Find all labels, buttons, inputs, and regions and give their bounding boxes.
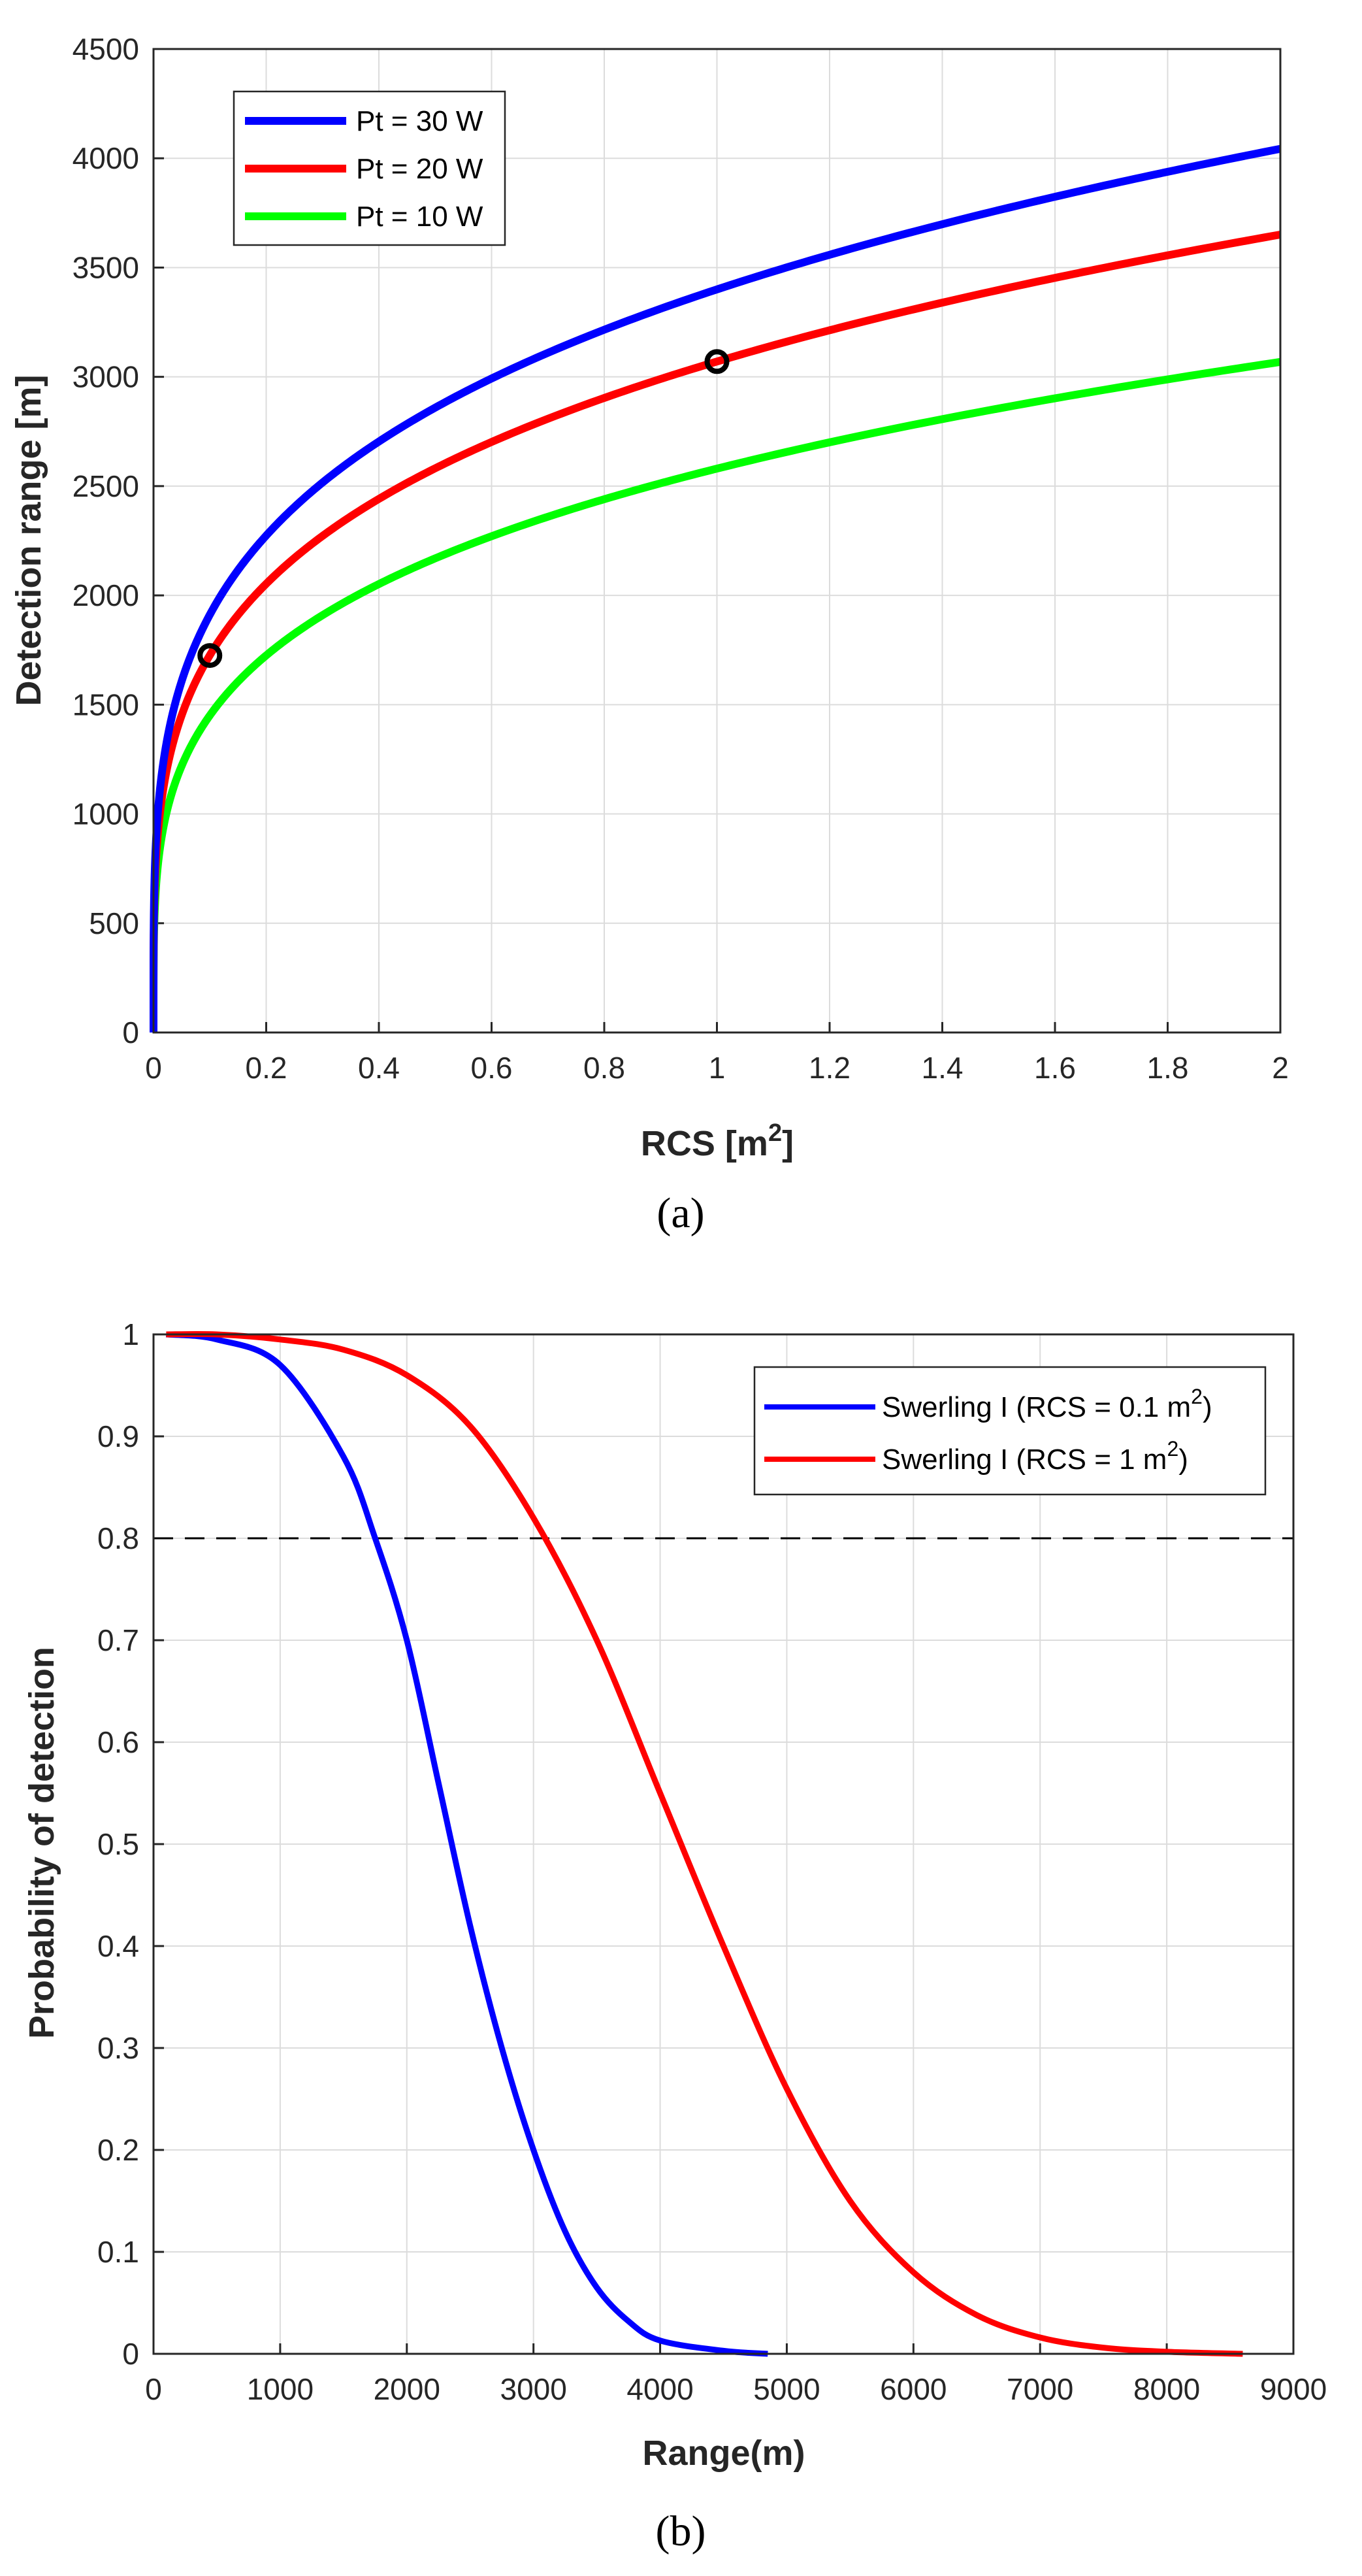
chart-a-x-tick-label: 1 [709,1051,726,1085]
chart-b-y-tick-label: 0.7 [97,1623,139,1657]
panel-a-label: (a) [657,1189,704,1237]
chart-a-y-axis-label: Detection range [m] [9,374,48,706]
chart-b-y-tick-label: 0.3 [97,2031,139,2065]
chart-b-x-axis-label: Range(m) [642,2434,805,2473]
chart-b-y-tick-label: 1 [122,1317,139,1351]
chart-a: 0 0.2 0.4 0.6 0.8 1 1.2 1.4 1.6 1.8 2 0 500 1000 1500… [9,32,1289,1237]
chart-b-x-tick-label: 3000 [500,2372,566,2406]
chart-b-x-tick-label: 4000 [626,2372,693,2406]
chart-a-x-tick-label: 0 [145,1051,162,1085]
chart-a-y-tick-label: 2500 [73,469,139,503]
chart-a-x-tick-label: 1.2 [809,1051,851,1085]
chart-a-series [150,144,1282,1032]
chart-a-x-tick-label: 1.6 [1034,1051,1076,1085]
chart-b-y-tick-label: 0.8 [97,1521,139,1555]
chart-b-x-tick-label: 2000 [374,2372,440,2406]
chart-b-legend-box [753,1366,1267,1496]
chart-b-y-axis-label: Probability of detection [22,1647,61,2039]
chart-a-marker-1 [704,349,730,374]
chart-b: 0 1000 2000 3000 4000 5000 6000 7000 8000 9000 00… [22,1317,1327,2555]
chart-b-x-tick-label: 1000 [247,2372,314,2406]
chart-a-x-tick-label: 0.4 [358,1051,400,1085]
chart-b-y-tick-label: 0.1 [97,2235,139,2269]
chart-a-y-tick-label: 3500 [73,250,139,284]
chart-b-x-tick-label: 6000 [880,2372,947,2406]
chart-a-x-tick-label: 0.2 [246,1051,287,1085]
chart-a-y-tick-label: 1500 [73,687,139,721]
chart-a-y-tick-label: 4000 [73,141,139,175]
chart-b-x-tick-label: 9000 [1260,2372,1327,2406]
chart-b-series [165,1330,1243,2357]
panel-b-label: (b) [656,2507,706,2555]
chart-b-legend: Swerling I (RCS = 0.1 m2) Swerling I (RC… [753,1366,1267,1496]
chart-b-x-tick-label: 0 [145,2372,162,2406]
chart-a-y-tick-labels: 0 500 1000 1500 2000 2500 3000 3500 4000 4500 [73,32,139,1049]
legend-label-pt20: Pt = 20 W [356,153,483,185]
chart-b-series-line-0 [165,1331,768,2357]
chart-a-y-tick-label: 0 [122,1016,139,1049]
chart-b-x-tick-label: 5000 [753,2372,820,2406]
chart-a-y-tick-label: 1000 [73,797,139,831]
chart-a-series-line-0 [150,144,1282,1032]
chart-b-y-tick-label: 0 [122,2337,139,2371]
chart-a-x-tick-label: 0.6 [471,1051,513,1085]
legend-label-rcs-1: Swerling I (RCS = 1 m2) [882,1437,1188,1476]
chart-b-x-tick-label: 7000 [1007,2372,1073,2406]
legend-label-pt10: Pt = 10 W [356,201,483,233]
chart-a-x-tick-label: 0.8 [583,1051,625,1085]
chart-a-markers [197,349,730,669]
chart-b-y-tick-label: 0.6 [97,1725,139,1759]
chart-a-marker-0 [197,643,223,669]
chart-a-x-tick-label: 1.8 [1147,1051,1189,1085]
chart-b-y-tick-label: 0.5 [97,1827,139,1861]
chart-a-axes-box [152,48,1282,1034]
chart-b-y-tick-labels: 0 0.1 0.2 0.3 0.4 0.5 0.6 0.7 0.8 0.9 1 [97,1317,139,2371]
chart-a-x-axis-label: RCS [m2] [641,1119,794,1163]
chart-a-legend: Pt = 30 W Pt = 20 W Pt = 10 W [233,90,506,246]
chart-a-y-tick-label: 2000 [73,578,139,612]
chart-a-x-tick-label: 2 [1272,1051,1289,1085]
chart-a-y-tick-label: 3000 [73,360,139,394]
chart-b-y-tick-label: 0.4 [97,1929,139,1963]
legend-label-pt30: Pt = 30 W [356,105,483,137]
chart-b-axes-box [152,1333,1295,2355]
chart-b-series-line-1 [166,1330,1243,2357]
chart-a-x-tick-labels: 0 0.2 0.4 0.6 0.8 1 1.2 1.4 1.6 1.8 2 [145,1051,1289,1085]
chart-b-x-tick-label: 8000 [1133,2372,1200,2406]
legend-label-rcs-01: Swerling I (RCS = 0.1 m2) [882,1385,1212,1423]
chart-b-y-tick-label: 0.9 [97,1419,139,1453]
chart-b-x-tick-labels: 0 1000 2000 3000 4000 5000 6000 7000 8000 9000 [145,2372,1327,2406]
chart-b-y-tick-label: 0.2 [97,2133,139,2167]
chart-a-y-tick-label: 4500 [73,32,139,66]
chart-a-x-tick-label: 1.4 [922,1051,964,1085]
chart-a-y-tick-label: 500 [89,906,139,940]
